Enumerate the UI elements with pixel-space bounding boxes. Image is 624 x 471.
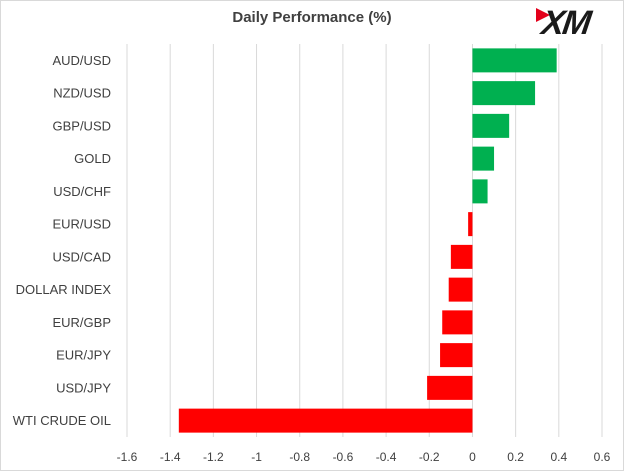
bar	[427, 375, 473, 400]
bar	[440, 343, 473, 368]
category-label: GBP/USD	[52, 118, 111, 133]
chart-title: Daily Performance (%)	[232, 9, 392, 26]
bar	[472, 113, 510, 138]
category-label: GOLD	[74, 151, 111, 166]
category-label: USD/JPY	[56, 380, 111, 395]
x-tick-label: 0.6	[594, 450, 611, 464]
x-tick-label: 0	[469, 450, 476, 464]
x-tick-label: 0.2	[507, 450, 524, 464]
bar	[450, 244, 473, 269]
x-tick-label: -0.2	[419, 450, 440, 464]
category-label: EUR/USD	[52, 217, 111, 232]
bar	[442, 310, 473, 335]
bar	[472, 179, 488, 204]
x-tick-label: -0.8	[289, 450, 310, 464]
bar	[472, 146, 495, 171]
bar	[468, 212, 473, 237]
category-label: NZD/USD	[53, 86, 111, 101]
x-tick-label: -1.6	[117, 450, 138, 464]
bar	[472, 48, 557, 73]
category-label: USD/CAD	[52, 249, 111, 264]
x-tick-label: -1.2	[203, 450, 224, 464]
category-label: WTI CRUDE OIL	[13, 413, 111, 428]
category-label: EUR/JPY	[56, 348, 111, 363]
bar	[472, 81, 536, 106]
category-label: USD/CHF	[53, 184, 111, 199]
x-tick-label: -1	[251, 450, 262, 464]
x-tick-label: -1.4	[160, 450, 181, 464]
xm-logo: XM	[536, 4, 620, 44]
bar	[448, 277, 473, 302]
x-tick-label: -0.4	[376, 450, 397, 464]
x-tick-label: -0.6	[333, 450, 354, 464]
category-label: AUD/USD	[52, 53, 111, 68]
category-label: DOLLAR INDEX	[16, 282, 112, 297]
bar	[178, 408, 473, 433]
category-label: EUR/GBP	[52, 315, 111, 330]
x-tick-label: 0.4	[550, 450, 567, 464]
